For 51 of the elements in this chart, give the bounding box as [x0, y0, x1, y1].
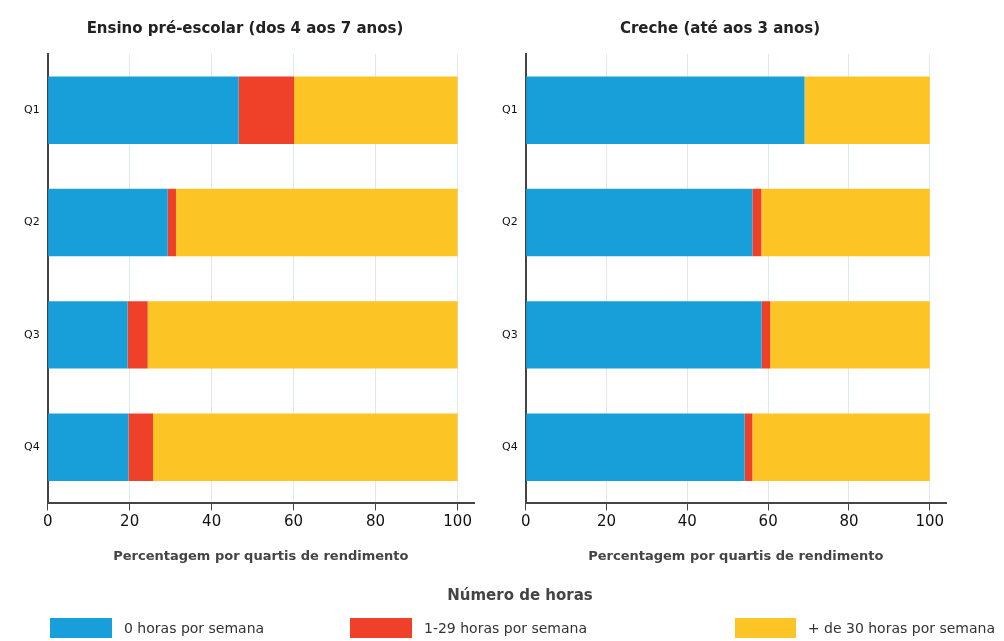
- bar: [147, 301, 458, 369]
- x-tick-label: 0: [520, 512, 531, 531]
- y-tick-label: Q1: [23, 103, 40, 117]
- x-tick-label: 60: [758, 512, 778, 531]
- chart-title: Ensino pré-escolar (dos 4 aos 7 anos): [86, 18, 404, 37]
- bar: [752, 188, 762, 257]
- legend-label: 1-29 horas por semana: [424, 620, 587, 636]
- y-tick-label: Q4: [501, 440, 518, 454]
- bar: [526, 301, 762, 369]
- x-tick-label: 40: [677, 512, 697, 531]
- bar: [48, 413, 129, 481]
- x-tick-label: 80: [839, 512, 859, 531]
- bar: [744, 413, 753, 481]
- x-axis-title: Percentagem por quartis de rendimento: [588, 547, 884, 563]
- bar: [761, 188, 930, 257]
- y-tick-label: Q2: [501, 215, 518, 229]
- legend-label: 0 horas por semana: [124, 620, 265, 636]
- x-tick-label: 100: [915, 512, 945, 531]
- y-tick-label: Q2: [23, 215, 40, 229]
- bar: [238, 76, 295, 144]
- legend-label: + de 30 horas por semana: [807, 620, 995, 636]
- x-tick-label: 80: [366, 512, 386, 531]
- x-tick-label: 20: [120, 512, 140, 531]
- bar: [153, 413, 458, 481]
- legend-title: Número de horas: [446, 586, 594, 604]
- x-tick-label: 40: [202, 512, 222, 531]
- x-tick-label: 0: [42, 512, 53, 531]
- bar: [128, 413, 154, 481]
- x-tick-label: 100: [443, 512, 472, 531]
- bar: [526, 76, 805, 144]
- y-tick-label: Q3: [23, 327, 40, 341]
- bar: [175, 188, 458, 257]
- bar: [127, 301, 148, 369]
- y-tick-label: Q3: [501, 327, 518, 341]
- x-tick-label: 60: [284, 512, 304, 531]
- x-tick-label: 20: [596, 512, 617, 531]
- bar: [761, 301, 771, 369]
- bar: [167, 188, 176, 257]
- bar: [48, 301, 128, 369]
- y-tick-label: Q4: [23, 440, 40, 454]
- bar: [526, 413, 745, 481]
- bar: [770, 301, 930, 369]
- bar: [48, 188, 168, 257]
- bar: [294, 76, 458, 144]
- bar: [752, 413, 930, 481]
- bar: [526, 188, 753, 257]
- chart-title: Creche (até aos 3 anos): [619, 18, 821, 37]
- x-axis-title: Percentagem por quartis de rendimento: [113, 547, 409, 563]
- bar: [804, 76, 930, 144]
- bar: [48, 76, 239, 144]
- y-tick-label: Q1: [501, 103, 518, 117]
